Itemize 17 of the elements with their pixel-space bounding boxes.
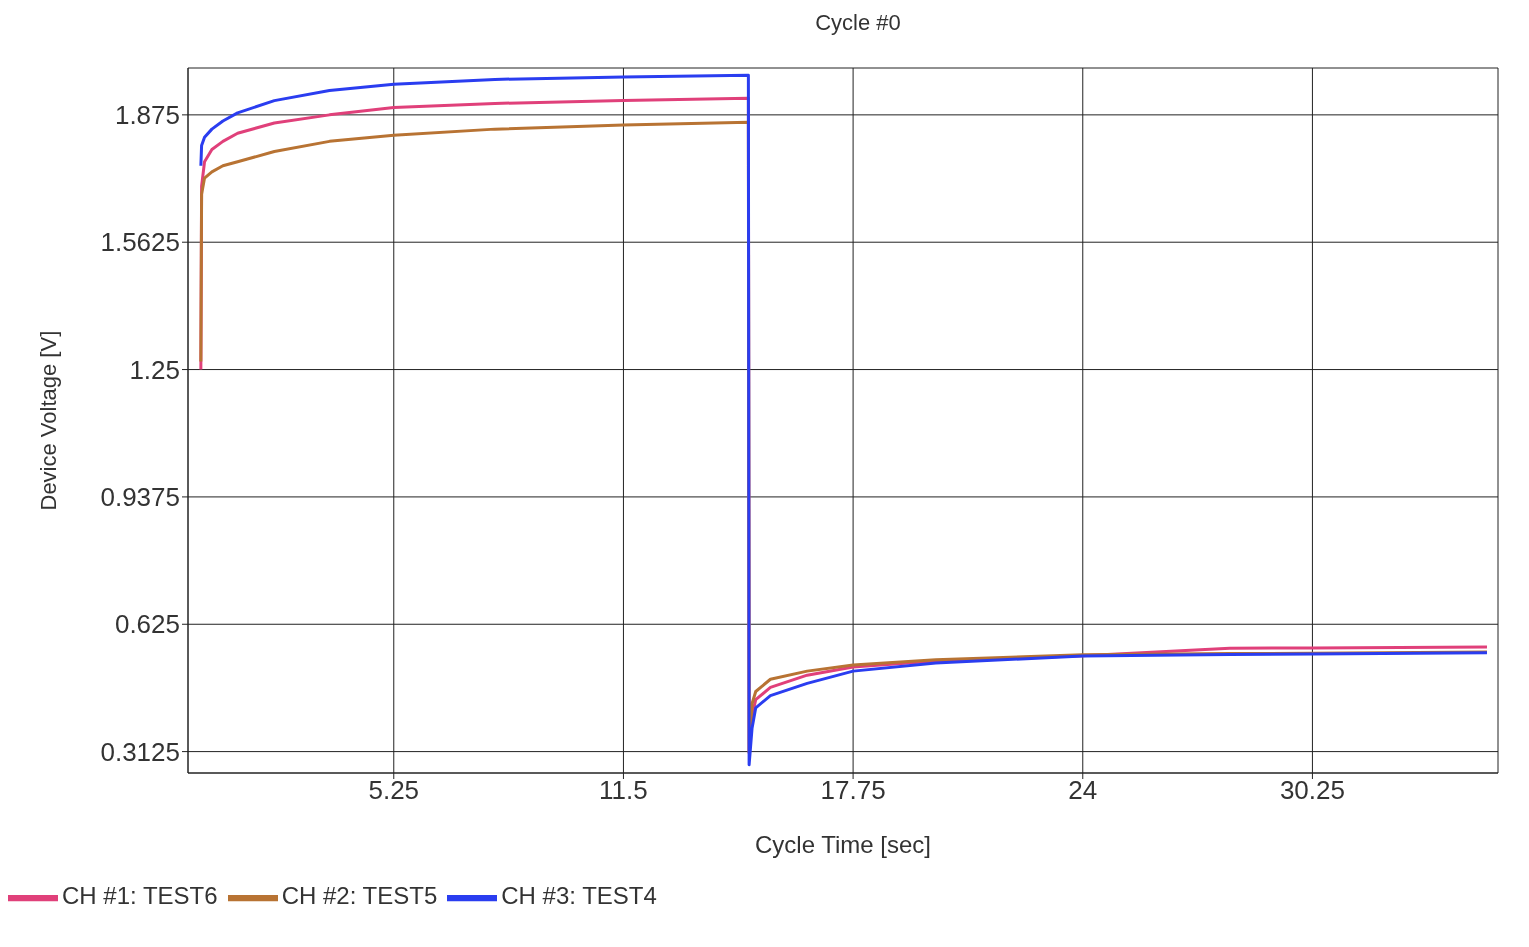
- x-axis-title: Cycle Time [sec]: [754, 831, 932, 858]
- x-tick-label: 5.25: [368, 775, 420, 806]
- y-tick-label: 0.625: [114, 609, 180, 640]
- x-tick-label: 30.25: [1279, 775, 1345, 806]
- y-tick-label: 1.25: [129, 354, 180, 385]
- y-axis-title: Device Voltage [V]: [35, 330, 61, 511]
- legend-label: CH #1: TEST6: [62, 882, 218, 910]
- x-tick-label: 24: [1068, 775, 1098, 806]
- y-tick-label: 1.875: [114, 100, 180, 131]
- legend-label: CH #3: TEST4: [501, 882, 657, 910]
- y-tick-label: 0.9375: [100, 482, 180, 513]
- x-tick-label: 17.75: [820, 775, 886, 806]
- chart-title: Cycle #0: [814, 10, 902, 36]
- legend-label: CH #2: TEST5: [281, 882, 438, 910]
- x-tick-label: 11.5: [599, 775, 648, 806]
- y-tick-label: 1.5625: [100, 227, 180, 258]
- y-tick-label: 0.3125: [100, 736, 180, 767]
